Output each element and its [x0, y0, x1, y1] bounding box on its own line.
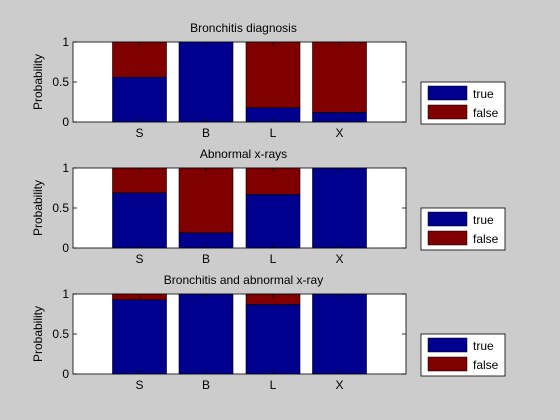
y-axis-label: Probability	[31, 54, 45, 110]
x-tick-label-B: B	[202, 126, 210, 140]
bar-X-false	[312, 41, 367, 113]
chart-title: Abnormal x-rays	[200, 147, 287, 161]
legend-label-false: false	[473, 358, 499, 372]
legend: true false	[420, 333, 506, 377]
chart-panel-3: 0 0.5 1 S B L X Bronchitis and abnormal x-ray Pr…	[31, 273, 506, 392]
chart-panel-1: 0 0.5 1 S B L X Bronchitis diagnosis Probability…	[31, 21, 506, 140]
bar-B-true	[178, 41, 234, 123]
y-axis-label: Probability	[31, 306, 45, 362]
y-tick-label: 0.5	[52, 201, 69, 215]
bar-S-true	[112, 76, 167, 123]
bar-S-false	[112, 41, 167, 78]
legend-swatch-true	[427, 85, 468, 101]
bar-B-false	[178, 167, 234, 234]
y-tick-label: 0	[62, 367, 69, 381]
x-tick-label-S: S	[135, 126, 143, 140]
bar-X-true	[312, 167, 367, 249]
y-tick-label: 1	[62, 161, 69, 175]
y-tick-label: 0	[62, 241, 69, 255]
x-tick-label-L: L	[270, 378, 277, 392]
bar-L-true	[245, 194, 301, 249]
legend-label-true: true	[473, 339, 494, 353]
x-tick-label-B: B	[202, 378, 210, 392]
chart-title: Bronchitis and abnormal x-ray	[164, 273, 323, 287]
x-tick-label-L: L	[270, 252, 277, 266]
y-tick-label: 1	[62, 35, 69, 49]
chart-panel-2: 0 0.5 1 S B L X Abnormal x-rays Probability true f…	[31, 147, 506, 266]
legend-label-true: true	[473, 87, 494, 101]
chart-title: Bronchitis diagnosis	[190, 21, 297, 35]
legend-swatch-false	[427, 356, 468, 372]
y-tick-label: 0	[62, 115, 69, 129]
bar-L-true	[245, 304, 301, 375]
x-tick-label-X: X	[335, 378, 343, 392]
bar-B-true	[178, 293, 234, 375]
legend-label-false: false	[473, 106, 499, 120]
y-tick-label: 0.5	[52, 327, 69, 341]
bar-X-true	[312, 293, 367, 375]
legend-swatch-false	[427, 230, 468, 246]
bar-L-false	[245, 167, 301, 195]
legend-swatch-true	[427, 337, 468, 353]
bar-S-true	[112, 299, 167, 375]
y-axis-label: Probability	[31, 180, 45, 236]
x-tick-label-B: B	[202, 252, 210, 266]
legend: true false	[420, 81, 506, 125]
x-tick-label-S: S	[135, 378, 143, 392]
legend-label-false: false	[473, 232, 499, 246]
y-tick-label: 0.5	[52, 75, 69, 89]
x-tick-label-X: X	[335, 126, 343, 140]
bar-L-false	[245, 41, 301, 108]
legend-swatch-false	[427, 104, 468, 120]
y-tick-label: 1	[62, 287, 69, 301]
legend-label-true: true	[473, 213, 494, 227]
legend: true false	[420, 207, 506, 251]
legend-swatch-true	[427, 211, 468, 227]
bar-S-true	[112, 192, 167, 249]
x-tick-label-L: L	[270, 126, 277, 140]
bar-S-false	[112, 167, 167, 194]
x-tick-label-S: S	[135, 252, 143, 266]
x-tick-label-X: X	[335, 252, 343, 266]
